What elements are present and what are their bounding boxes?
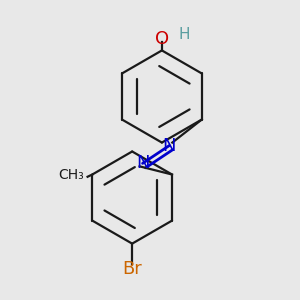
Text: N: N — [136, 154, 149, 172]
Text: N: N — [163, 136, 176, 154]
Text: CH₃: CH₃ — [58, 168, 84, 182]
Text: H: H — [178, 27, 190, 42]
Text: O: O — [155, 29, 169, 47]
Text: Br: Br — [122, 260, 142, 278]
